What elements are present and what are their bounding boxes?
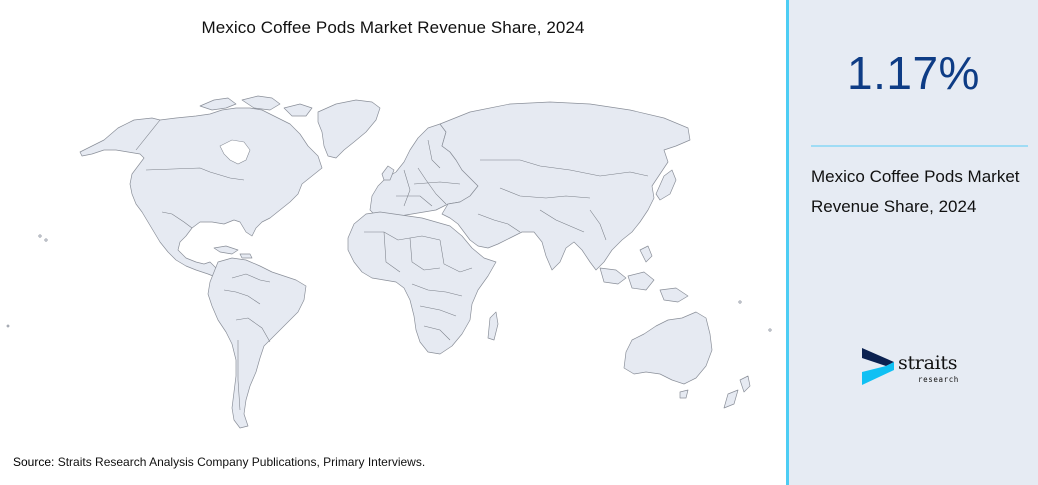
australia: [623, 311, 713, 385]
source-label: Source:: [13, 455, 55, 469]
new-zealand: [739, 375, 751, 393]
world-map: [0, 80, 786, 440]
logo-sub: research: [918, 375, 959, 384]
source-text: Straits Research Analysis Company Public…: [54, 455, 426, 469]
north-america: [79, 107, 323, 279]
greenland: [317, 99, 381, 159]
logo-name: straits: [898, 352, 958, 374]
madagascar: [487, 311, 499, 341]
south-america: [207, 257, 307, 429]
chart-title: Mexico Coffee Pods Market Revenue Share,…: [201, 18, 585, 37]
chart-area: Mexico Coffee Pods Market Revenue Share,…: [0, 18, 786, 469]
summary-panel: 1.17% Mexico Coffee Pods Market Revenue …: [786, 0, 1038, 485]
straits-research-logo: straits research: [862, 348, 982, 388]
straits-chevron-icon: [862, 348, 894, 385]
panel-divider: [811, 145, 1028, 147]
revenue-share-value: 1.17%: [847, 47, 980, 99]
japan: [655, 169, 677, 201]
revenue-share-description: Mexico Coffee Pods Market Revenue Share,…: [811, 167, 1020, 216]
source-note: Source: Straits Research Analysis Compan…: [13, 455, 425, 469]
asia: [439, 101, 691, 271]
